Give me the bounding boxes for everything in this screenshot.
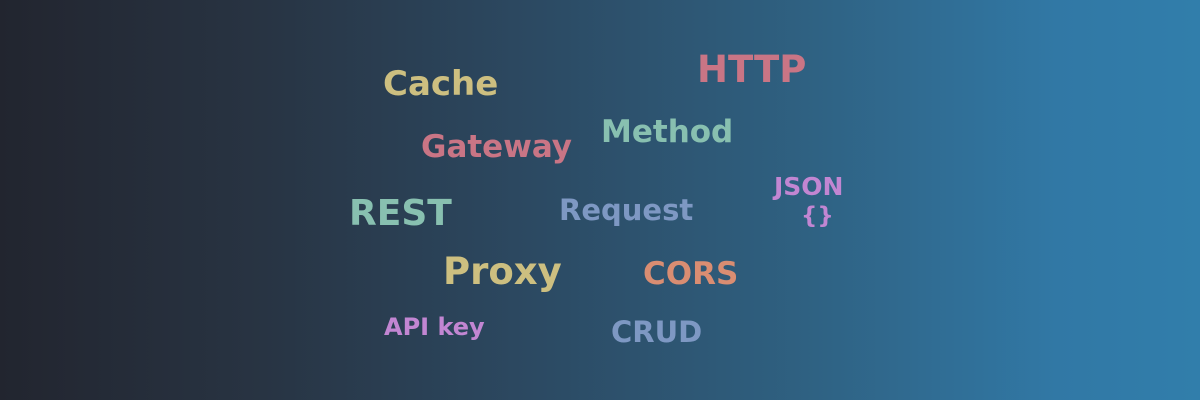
word-cors: CORS xyxy=(643,256,739,292)
word-braces: {} xyxy=(801,203,834,229)
word-json: JSON xyxy=(774,172,844,201)
word-http: HTTP xyxy=(697,48,807,91)
word-method: Method xyxy=(601,114,734,150)
word-request: Request xyxy=(559,193,694,227)
word-cache: Cache xyxy=(383,64,499,104)
word-crud: CRUD xyxy=(611,315,703,349)
word-api-key: API key xyxy=(384,313,485,341)
word-gateway: Gateway xyxy=(421,129,573,165)
word-rest: REST xyxy=(349,193,452,234)
word-proxy: Proxy xyxy=(443,250,562,293)
